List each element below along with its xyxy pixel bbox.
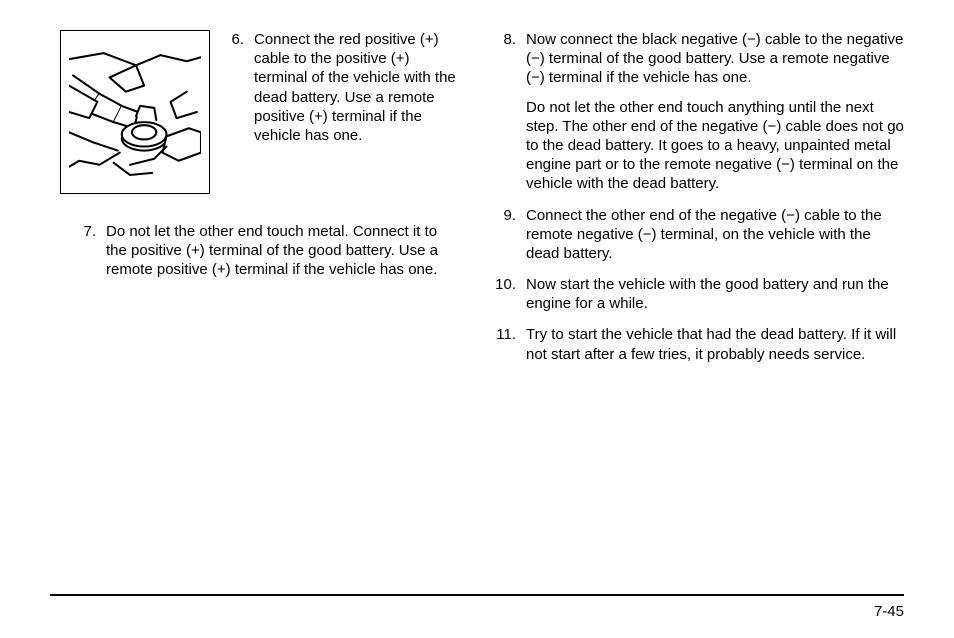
list-item-6-row: 6. Connect the red positive (+) cable to… — [50, 30, 462, 194]
list-body: Connect the other end of the negative (−… — [526, 206, 904, 264]
list-text: Now start the vehicle with the good batt… — [526, 275, 904, 313]
list-body: Do not let the other end touch metal. Co… — [106, 222, 462, 280]
footer-rule — [50, 594, 904, 596]
list-item: 11. Try to start the vehicle that had th… — [492, 325, 904, 363]
manual-page: 6. Connect the red positive (+) cable to… — [0, 0, 954, 638]
page-number: 7-45 — [874, 603, 904, 620]
list-item: 8. Now connect the black negative (−) ca… — [492, 30, 904, 194]
left-column: 6. Connect the red positive (+) cable to… — [50, 30, 462, 376]
list-text: Do not let the other end touch anything … — [526, 98, 904, 194]
list-item-6-text: 6. Connect the red positive (+) cable to… — [224, 30, 462, 194]
list-item: 10. Now start the vehicle with the good … — [492, 275, 904, 313]
list-body: Try to start the vehicle that had the de… — [526, 325, 904, 363]
list-item: 6. Connect the red positive (+) cable to… — [224, 30, 462, 182]
content-columns: 6. Connect the red positive (+) cable to… — [50, 30, 904, 376]
list-text: Do not let the other end touch metal. Co… — [106, 222, 462, 280]
list-number: 7. — [50, 222, 106, 280]
list-item: 7. Do not let the other end touch metal.… — [50, 222, 462, 280]
right-column: 8. Now connect the black negative (−) ca… — [492, 30, 904, 376]
battery-clamp-illustration-icon — [69, 39, 201, 185]
list-text: Connect the other end of the negative (−… — [526, 206, 904, 264]
list-number: 8. — [492, 30, 526, 194]
footer — [50, 594, 904, 596]
list-text: Try to start the vehicle that had the de… — [526, 325, 904, 363]
list-number: 6. — [224, 30, 254, 182]
list-number: 10. — [492, 275, 526, 313]
list-item: 9. Connect the other end of the negative… — [492, 206, 904, 264]
list-text: Connect the red positive (+) cable to th… — [254, 30, 462, 145]
list-body: Now connect the black negative (−) cable… — [526, 30, 904, 194]
illustration-box — [60, 30, 210, 194]
list-number: 9. — [492, 206, 526, 264]
list-body: Now start the vehicle with the good batt… — [526, 275, 904, 313]
list-body: Connect the red positive (+) cable to th… — [254, 30, 462, 182]
list-number: 11. — [492, 325, 526, 363]
list-text: Now connect the black negative (−) cable… — [526, 30, 904, 88]
